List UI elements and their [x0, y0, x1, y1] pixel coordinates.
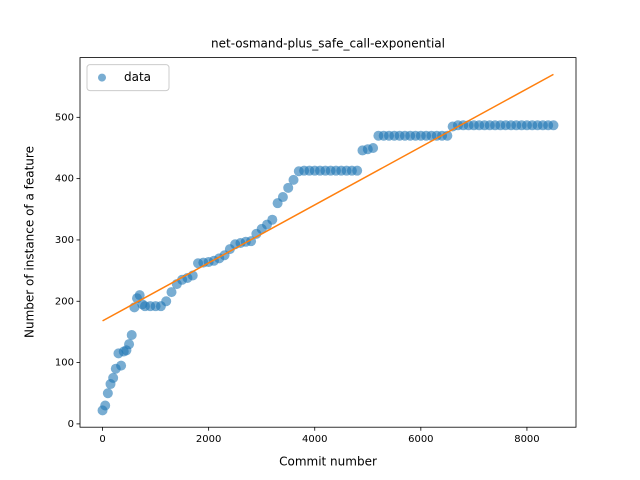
x-tick-label: 0 — [99, 434, 105, 445]
x-tick-label: 4000 — [302, 434, 327, 445]
data-point — [166, 287, 177, 298]
legend-label: data — [124, 70, 151, 84]
y-tick-label: 200 — [55, 296, 74, 307]
chart-title: net-osmand-plus_safe_call-exponential — [211, 37, 445, 51]
plot-frame — [79, 57, 577, 428]
x-tick-label: 2000 — [196, 434, 221, 445]
data-point — [102, 388, 113, 399]
data-point — [283, 182, 294, 193]
y-tick-label: 500 — [55, 112, 74, 123]
data-point — [548, 120, 559, 131]
y-tick-label: 400 — [55, 174, 74, 185]
legend-box — [86, 64, 170, 92]
data-point — [124, 339, 135, 350]
data-point — [267, 214, 278, 225]
x-axis-label: Commit number — [279, 455, 377, 469]
data-point — [368, 142, 379, 153]
x-tick-label: 8000 — [514, 434, 539, 445]
data-point — [116, 360, 127, 371]
fit-line — [102, 73, 554, 322]
data-point — [352, 165, 363, 176]
legend-marker — [98, 73, 106, 82]
data-point — [126, 329, 137, 340]
data-point — [277, 192, 288, 203]
data-point — [100, 400, 111, 411]
data-point — [288, 174, 299, 185]
y-tick-label: 100 — [55, 358, 74, 369]
y-axis-label: Number of instance of a feature — [23, 146, 37, 338]
y-tick-label: 0 — [68, 419, 74, 430]
data-point — [134, 290, 145, 301]
data-point — [161, 296, 172, 307]
data-point — [108, 372, 119, 383]
y-tick-label: 300 — [55, 235, 74, 246]
x-tick-label: 6000 — [408, 434, 433, 445]
